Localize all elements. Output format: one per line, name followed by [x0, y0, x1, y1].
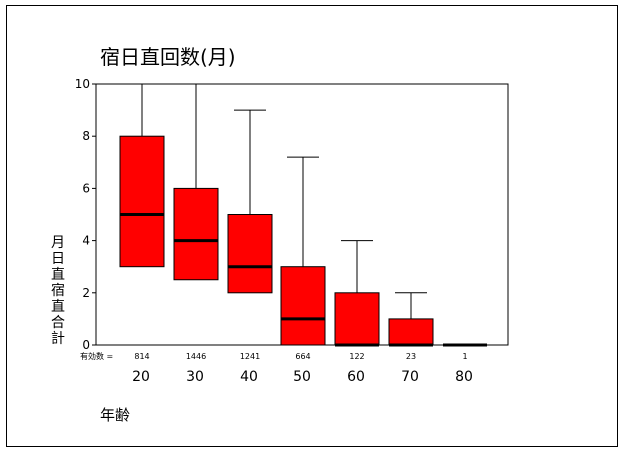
- box-40: [227, 214, 273, 294]
- n-count: 122: [349, 352, 364, 361]
- y-tick-label: 2: [82, 286, 90, 300]
- y-axis-label-char: 計: [51, 331, 65, 347]
- x-axis-categories: 814 20 1446 30 1241 40 664 50 122 60 23 70 1 80: [132, 352, 473, 385]
- n-count: 23: [406, 352, 416, 361]
- y-axis-label-char: 宿: [51, 282, 65, 299]
- box-20: [119, 135, 165, 268]
- x-category-label: 50: [293, 369, 311, 385]
- box-50: [280, 266, 326, 346]
- y-tick-label: 10: [75, 77, 90, 91]
- x-axis-label: 年齢: [100, 406, 130, 424]
- y-tick-label: 0: [82, 338, 90, 352]
- box-60: [334, 292, 380, 346]
- y-axis-label-char: 合: [51, 315, 65, 331]
- n-label: 有効数 =: [80, 351, 113, 361]
- n-count: 1241: [240, 352, 260, 361]
- n-count: 1446: [186, 352, 206, 361]
- x-category-label: 80: [455, 369, 473, 385]
- y-axis-label-char: 直: [51, 298, 65, 315]
- y-tick-label: 4: [82, 234, 90, 248]
- chart-title: 宿日直回数(月): [100, 45, 236, 69]
- y-axis-label-char: 直: [51, 266, 65, 283]
- box-70: [388, 318, 434, 346]
- n-count: 1: [462, 352, 467, 361]
- x-category-label: 60: [347, 369, 365, 385]
- x-category-label: 70: [401, 369, 419, 385]
- y-tick-label: 8: [82, 129, 90, 143]
- y-axis-label-char: 日: [51, 251, 65, 267]
- y-axis-label-char: 月: [51, 235, 65, 251]
- chart-frame: [6, 5, 618, 447]
- y-axis-ticks: 0 2 4 6 8 10: [75, 77, 96, 352]
- n-count: 664: [295, 352, 310, 361]
- y-tick-label: 6: [82, 181, 90, 195]
- x-category-label: 30: [186, 369, 204, 385]
- x-category-label: 40: [240, 369, 258, 385]
- box-30: [173, 187, 219, 281]
- boxes: [119, 84, 487, 347]
- n-count: 814: [134, 352, 149, 361]
- x-category-label: 20: [132, 369, 150, 385]
